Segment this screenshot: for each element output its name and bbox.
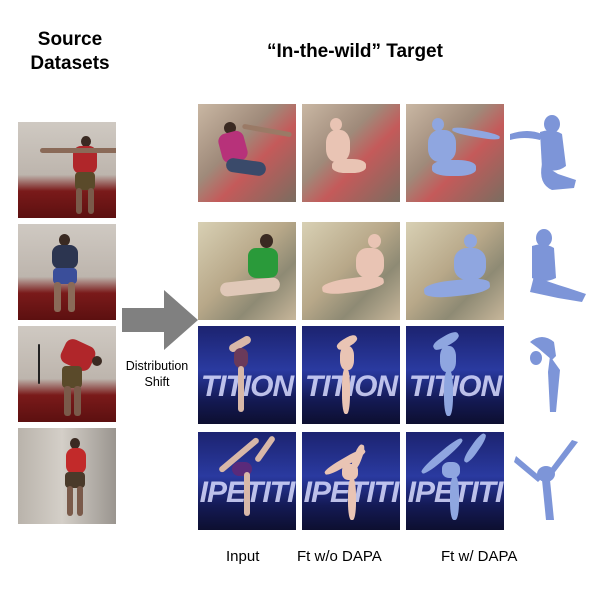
- row4-side-view-mesh: [514, 440, 578, 520]
- stage-banner-text: TITION: [304, 370, 398, 403]
- in-the-wild-target-title: “In-the-wild” Target: [267, 41, 443, 62]
- source-photo-3: [18, 326, 116, 422]
- source-photo-2: [18, 224, 116, 320]
- target-row4-input: IPETITI: [198, 432, 296, 530]
- row2-side-view-mesh: [530, 229, 586, 302]
- distribution-shift-arrow: [122, 290, 198, 350]
- stage-banner-text: TITION: [408, 370, 502, 403]
- target-row3-ft-without-dapa: TITION: [302, 326, 400, 424]
- target-row1-input: [198, 104, 296, 202]
- target-row2-ft-without-dapa: [302, 222, 400, 320]
- distribution-shift-label: Distribution Shift: [125, 359, 189, 389]
- source-photo-4: [18, 428, 116, 524]
- column-label-ft-without-dapa: Ft w/o DAPA: [297, 548, 382, 565]
- row1-side-view-mesh: [510, 115, 576, 190]
- column-label-ft-with-dapa: Ft w/ DAPA: [441, 548, 518, 565]
- target-row3-input: TITION: [198, 326, 296, 424]
- target-row2-input: [198, 222, 296, 320]
- target-row2-ft-with-dapa: [406, 222, 504, 320]
- source-datasets-title: Source Datasets: [30, 29, 110, 74]
- target-row3-ft-with-dapa: TITION: [406, 326, 504, 424]
- target-row1-ft-without-dapa: [302, 104, 400, 202]
- row3-side-view-mesh: [530, 337, 560, 412]
- source-photo-1: [18, 122, 116, 218]
- target-row1-ft-with-dapa: [406, 104, 504, 202]
- target-row4-ft-with-dapa: IPETITI: [406, 432, 504, 530]
- column-label-input: Input: [226, 548, 260, 565]
- target-row4-ft-without-dapa: IPETITI: [302, 432, 400, 530]
- stage-banner-text: TITION: [200, 370, 294, 403]
